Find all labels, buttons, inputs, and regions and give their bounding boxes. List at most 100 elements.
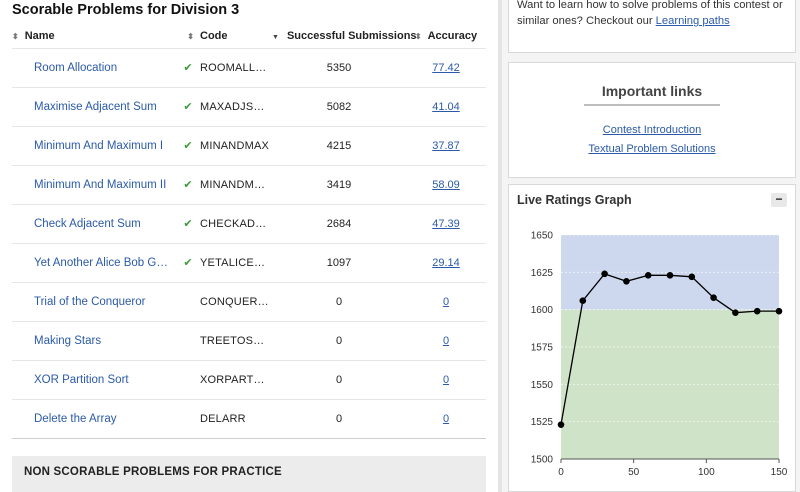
rating-point: [644, 272, 652, 279]
successful-submissions: 1097: [272, 243, 406, 283]
submissions-column-header[interactable]: ▼ Successful Submissions: [272, 24, 417, 49]
problem-code: TREETOS…: [200, 321, 272, 361]
accuracy-link[interactable]: 77.42: [432, 61, 460, 74]
section-title: Scorable Problems for Division 3: [12, 2, 240, 18]
collapse-button[interactable]: −: [771, 193, 787, 207]
accuracy-cell: 0: [406, 399, 486, 439]
successful-submissions: 5082: [272, 87, 406, 127]
problem-name-cell: Room Allocation: [12, 48, 176, 88]
problem-link[interactable]: Delete the Array: [34, 412, 117, 425]
accuracy-cell: 0: [406, 360, 486, 400]
submissions-header-label: Successful Submissions: [286, 29, 417, 42]
problem-name-cell: XOR Partition Sort: [12, 360, 176, 400]
learning-paths-link[interactable]: Learning paths: [655, 15, 730, 27]
solved-status-cell: ✔: [176, 48, 200, 88]
rating-point: [601, 270, 608, 278]
accuracy-cell: 41.04: [406, 87, 486, 127]
problem-name-cell: Check Adjacent Sum: [12, 204, 176, 244]
accuracy-column-header[interactable]: ⬍ Accuracy: [406, 24, 486, 49]
y-tick-label: 1525: [531, 417, 554, 428]
problems-table: ⬍ Name ⬍ Code ▼ Successful Submissions ⬍ Ac…: [12, 24, 486, 439]
problem-link[interactable]: Trial of the Conqueror: [34, 295, 146, 308]
problem-link[interactable]: Maximise Adjacent Sum: [34, 100, 157, 113]
y-tick-label: 1650: [531, 231, 554, 242]
learn-text: Want to learn how to solve problems of t…: [517, 0, 783, 27]
rating-point: [579, 297, 587, 305]
solved-status-cell: ✔: [176, 126, 200, 166]
scorable-problems-panel: Scorable Problems for Division 3 ⬍ Name ⬍…: [12, 2, 486, 492]
ratings-chart: 1650 1625 1600 1575 1550 1525 1500 0 50 100 150: [531, 231, 788, 479]
sort-icon[interactable]: ⬍: [12, 31, 19, 41]
sort-desc-icon[interactable]: ▼: [272, 33, 279, 41]
solved-status-cell: [176, 399, 200, 439]
name-header-label: Name: [24, 29, 55, 42]
accuracy-link[interactable]: 29.14: [432, 256, 460, 269]
sort-icon[interactable]: ⬍: [414, 31, 422, 41]
problem-code: CHECKAD…: [200, 204, 272, 244]
accuracy-link[interactable]: 41.04: [432, 100, 460, 113]
check-icon: ✔: [183, 101, 193, 113]
accuracy-cell: 0: [406, 282, 486, 322]
rating-point: [775, 307, 783, 315]
name-column-header[interactable]: ⬍ Name: [12, 24, 176, 49]
problem-code: ROOMALL…: [200, 48, 272, 88]
code-column-header[interactable]: Code: [200, 24, 272, 49]
problem-link[interactable]: Minimum And Maximum II: [34, 178, 167, 191]
accuracy-link[interactable]: 0: [442, 334, 450, 347]
successful-submissions: 4215: [272, 126, 406, 166]
right-sidebar: Want to learn how to solve problems of t…: [502, 0, 800, 492]
check-icon: ✔: [183, 218, 193, 230]
successful-submissions: 0: [272, 282, 406, 322]
problem-name-cell: Minimum And Maximum II: [12, 165, 176, 205]
accuracy-link[interactable]: 47.39: [432, 217, 460, 230]
panel-divider[interactable]: [498, 0, 502, 492]
accuracy-link[interactable]: 0: [442, 373, 450, 386]
problem-link[interactable]: Check Adjacent Sum: [34, 217, 141, 230]
problem-code: MINANDM…: [200, 165, 272, 205]
problem-name-cell: Making Stars: [12, 321, 176, 361]
problem-link[interactable]: Yet Another Alice Bob G…: [34, 256, 168, 269]
accuracy-link[interactable]: 37.87: [432, 139, 460, 152]
textual-solutions-link[interactable]: Textual Problem Solutions: [588, 143, 716, 155]
nonscorable-section-header[interactable]: NON SCORABLE PROBLEMS FOR PRACTICE: [12, 456, 486, 492]
code-header-label: Code: [200, 29, 228, 42]
table-row: Room Allocation ✔ ROOMALL… 5350 77.42: [12, 48, 486, 88]
solved-status-cell: [176, 282, 200, 322]
problem-name-cell: Yet Another Alice Bob G…: [12, 243, 176, 283]
problem-code: XORPART…: [200, 360, 272, 400]
y-tick-label: 1575: [531, 343, 554, 354]
sort-icon[interactable]: ⬍: [187, 31, 194, 41]
table-row: Delete the Array DELARR 0 0: [12, 399, 486, 439]
check-icon: ✔: [183, 140, 193, 152]
accuracy-link[interactable]: 0: [442, 412, 450, 425]
successful-submissions: 0: [272, 399, 406, 439]
solved-status-cell: ✔: [176, 165, 200, 205]
solved-status-cell: ✔: [176, 243, 200, 283]
graph-title: Live Ratings Graph: [517, 193, 632, 207]
table-row: Check Adjacent Sum ✔ CHECKAD… 2684 47.39: [12, 204, 486, 244]
solved-status-cell: [176, 360, 200, 400]
problem-link[interactable]: XOR Partition Sort: [34, 373, 129, 386]
successful-submissions: 0: [272, 360, 406, 400]
accuracy-link[interactable]: 58.09: [432, 178, 460, 191]
table-row: Yet Another Alice Bob G… ✔ YETALICE… 1097 29…: [12, 243, 486, 283]
problem-code: MINANDMAX: [200, 126, 272, 166]
accuracy-link[interactable]: 0: [442, 295, 450, 308]
problem-code: YETALICE…: [200, 243, 272, 283]
accuracy-cell: 29.14: [406, 243, 486, 283]
rating-point: [557, 421, 565, 428]
problem-link[interactable]: Room Allocation: [34, 61, 118, 74]
problem-link[interactable]: Making Stars: [34, 334, 102, 347]
solved-status-cell: [176, 321, 200, 361]
accuracy-cell: 0: [406, 321, 486, 361]
problem-link[interactable]: Minimum And Maximum I: [34, 139, 164, 152]
y-tick-label: 1625: [531, 268, 554, 279]
learn-card: Want to learn how to solve problems of t…: [508, 0, 796, 53]
table-row: Making Stars TREETOS… 0 0: [12, 321, 486, 361]
accuracy-cell: 77.42: [406, 48, 486, 88]
problem-name-cell: Trial of the Conqueror: [12, 282, 176, 322]
contest-introduction-link[interactable]: Contest Introduction: [602, 124, 702, 136]
rating-point: [710, 294, 717, 302]
problem-name-cell: Delete the Array: [12, 399, 176, 439]
successful-submissions: 5350: [272, 48, 406, 88]
